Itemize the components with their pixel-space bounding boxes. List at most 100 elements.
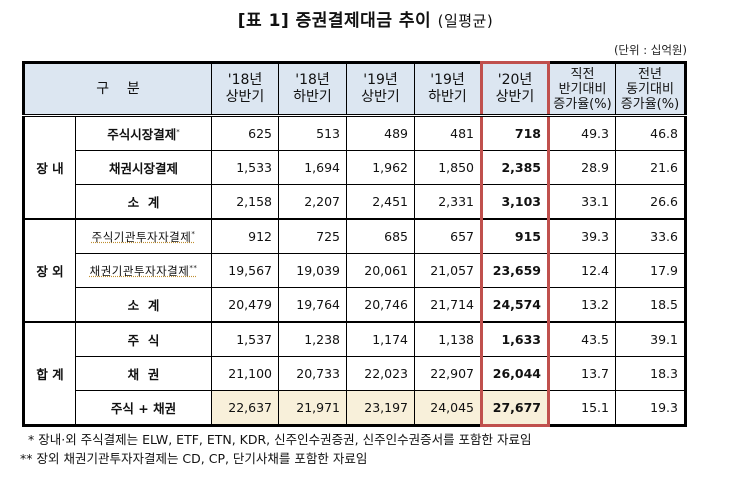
cell: 12.4 <box>548 253 616 288</box>
cell: 912 <box>211 218 279 254</box>
header-row: 구 분 '18년 상반기 '18년 하반기 '19년 상반기 '19년 하반기 '20년… <box>23 61 686 117</box>
row-label: 소 계 <box>75 287 212 323</box>
cell: 20,479 <box>211 287 279 323</box>
row-label: 주식시장결제* <box>75 115 212 151</box>
cell-highlight: 3,103 <box>480 184 550 220</box>
cell: 15.1 <box>548 390 616 426</box>
header-18h2: '18년 하반기 <box>278 62 347 117</box>
cell: 21,714 <box>414 287 482 323</box>
table-row: 채 권 21,100 20,733 22,023 22,907 26,044 1… <box>24 356 686 391</box>
title-sub: (일평균) <box>437 12 494 30</box>
cell: 1,174 <box>346 321 415 357</box>
table-row: 채권기관투자자결제** 19,567 19,039 20,061 21,057 … <box>24 253 686 288</box>
cell: 46.8 <box>615 115 686 151</box>
cell: 1,533 <box>211 150 279 185</box>
table-row: 장 외 주식기관투자자결제* 912 725 685 657 915 39.3 … <box>23 218 686 323</box>
cell: 23,197 <box>346 390 415 426</box>
cell: 21.6 <box>615 150 686 185</box>
cell: 33.6 <box>615 218 686 254</box>
cell: 625 <box>211 115 279 151</box>
cell: 20,733 <box>278 356 347 391</box>
row-label: 주식 + 채권 <box>75 390 212 426</box>
header-yoy-growth: 전년 동기대비 증가율(%) <box>615 62 686 117</box>
table-title: [표 1] 증권결제대금 추이 (일평균) <box>0 6 731 31</box>
cell: 28.9 <box>548 150 616 185</box>
cell: 19,764 <box>278 287 347 323</box>
cell-highlight: 915 <box>480 218 550 254</box>
cell: 20,061 <box>346 253 415 288</box>
cell-highlight: 2,385 <box>480 150 550 185</box>
cell: 19.3 <box>615 390 686 426</box>
footnote-2: ** 장외 채권기관투자자결제는 CD, CP, 단기사채를 포함한 자료임 <box>20 451 368 466</box>
table-row: 장 내 주식시장결제* 625 513 489 481 718 49.3 46.… <box>23 115 686 220</box>
row-label: 채권기관투자자결제** <box>75 253 212 288</box>
row-label: 채권시장결제 <box>75 150 212 185</box>
cell: 43.5 <box>548 321 616 357</box>
header-18h1: '18년 상반기 <box>211 62 279 117</box>
cell: 13.7 <box>548 356 616 391</box>
cell: 19,567 <box>211 253 279 288</box>
header-19h2: '19년 하반기 <box>414 62 482 117</box>
cell: 22,907 <box>414 356 482 391</box>
cell: 1,537 <box>211 321 279 357</box>
table-row: 소 계 20,479 19,764 20,746 21,714 24,574 1… <box>24 287 686 323</box>
group-label-otc: 장 외 <box>23 218 76 323</box>
cell-highlight: 24,574 <box>480 287 550 323</box>
cell: 2,331 <box>414 184 482 220</box>
group-label-onexchange: 장 내 <box>23 115 76 220</box>
header-category: 구 분 <box>23 62 212 117</box>
row-label: 소 계 <box>75 184 212 220</box>
cell-highlight: 718 <box>480 115 550 151</box>
row-label: 주식기관투자자결제* <box>75 218 212 254</box>
cell: 39.3 <box>548 218 616 254</box>
cell: 1,694 <box>278 150 347 185</box>
table-row: 채권시장결제 1,533 1,694 1,962 1,850 2,385 28.… <box>24 150 686 185</box>
cell: 18.3 <box>615 356 686 391</box>
cell: 39.1 <box>615 321 686 357</box>
cell: 19,039 <box>278 253 347 288</box>
table-row: 합 계 주 식 1,537 1,238 1,174 1,138 1,633 43… <box>23 321 686 426</box>
cell: 26.6 <box>615 184 686 220</box>
header-hoh-growth: 직전 반기대비 증가율(%) <box>548 62 616 117</box>
cell: 18.5 <box>615 287 686 323</box>
table-row-grand-total: 주식 + 채권 22,637 21,971 23,197 24,045 27,6… <box>24 390 686 427</box>
cell: 1,850 <box>414 150 482 185</box>
cell: 33.1 <box>548 184 616 220</box>
cell: 24,045 <box>414 390 482 426</box>
header-20h1: '20년 상반기 <box>480 61 550 117</box>
cell: 13.2 <box>548 287 616 323</box>
table-row: 소 계 2,158 2,207 2,451 2,331 3,103 33.1 2… <box>24 184 686 220</box>
cell: 657 <box>414 218 482 254</box>
cell: 2,207 <box>278 184 347 220</box>
cell-highlight: 23,659 <box>480 253 550 288</box>
group-label-total: 합 계 <box>23 321 76 426</box>
cell: 513 <box>278 115 347 151</box>
row-label: 채 권 <box>75 356 212 391</box>
cell: 489 <box>346 115 415 151</box>
cell-highlight: 27,677 <box>480 390 550 427</box>
cell: 20,746 <box>346 287 415 323</box>
cell: 1,238 <box>278 321 347 357</box>
cell: 1,138 <box>414 321 482 357</box>
cell-highlight: 26,044 <box>480 356 550 391</box>
footnotes: * 장내·외 주식결제는 ELW, ETF, ETN, KDR, 신주인수권증권… <box>20 430 532 468</box>
cell: 22,637 <box>211 390 279 426</box>
cell-highlight: 1,633 <box>480 321 550 357</box>
settlement-table: 구 분 '18년 상반기 '18년 하반기 '19년 상반기 '19년 하반기 '20년… <box>22 61 687 427</box>
cell: 685 <box>346 218 415 254</box>
cell: 1,962 <box>346 150 415 185</box>
cell: 2,451 <box>346 184 415 220</box>
cell: 21,100 <box>211 356 279 391</box>
cell: 21,057 <box>414 253 482 288</box>
row-label: 주 식 <box>75 321 212 357</box>
header-19h1: '19년 상반기 <box>346 62 415 117</box>
cell: 17.9 <box>615 253 686 288</box>
unit-label: (단위 : 십억원) <box>613 43 687 57</box>
cell: 481 <box>414 115 482 151</box>
title-main: [표 1] 증권결제대금 추이 <box>237 11 432 31</box>
cell: 725 <box>278 218 347 254</box>
cell: 2,158 <box>211 184 279 220</box>
footnote-1: * 장내·외 주식결제는 ELW, ETF, ETN, KDR, 신주인수권증권… <box>28 432 532 447</box>
cell: 49.3 <box>548 115 616 151</box>
cell: 21,971 <box>278 390 347 426</box>
